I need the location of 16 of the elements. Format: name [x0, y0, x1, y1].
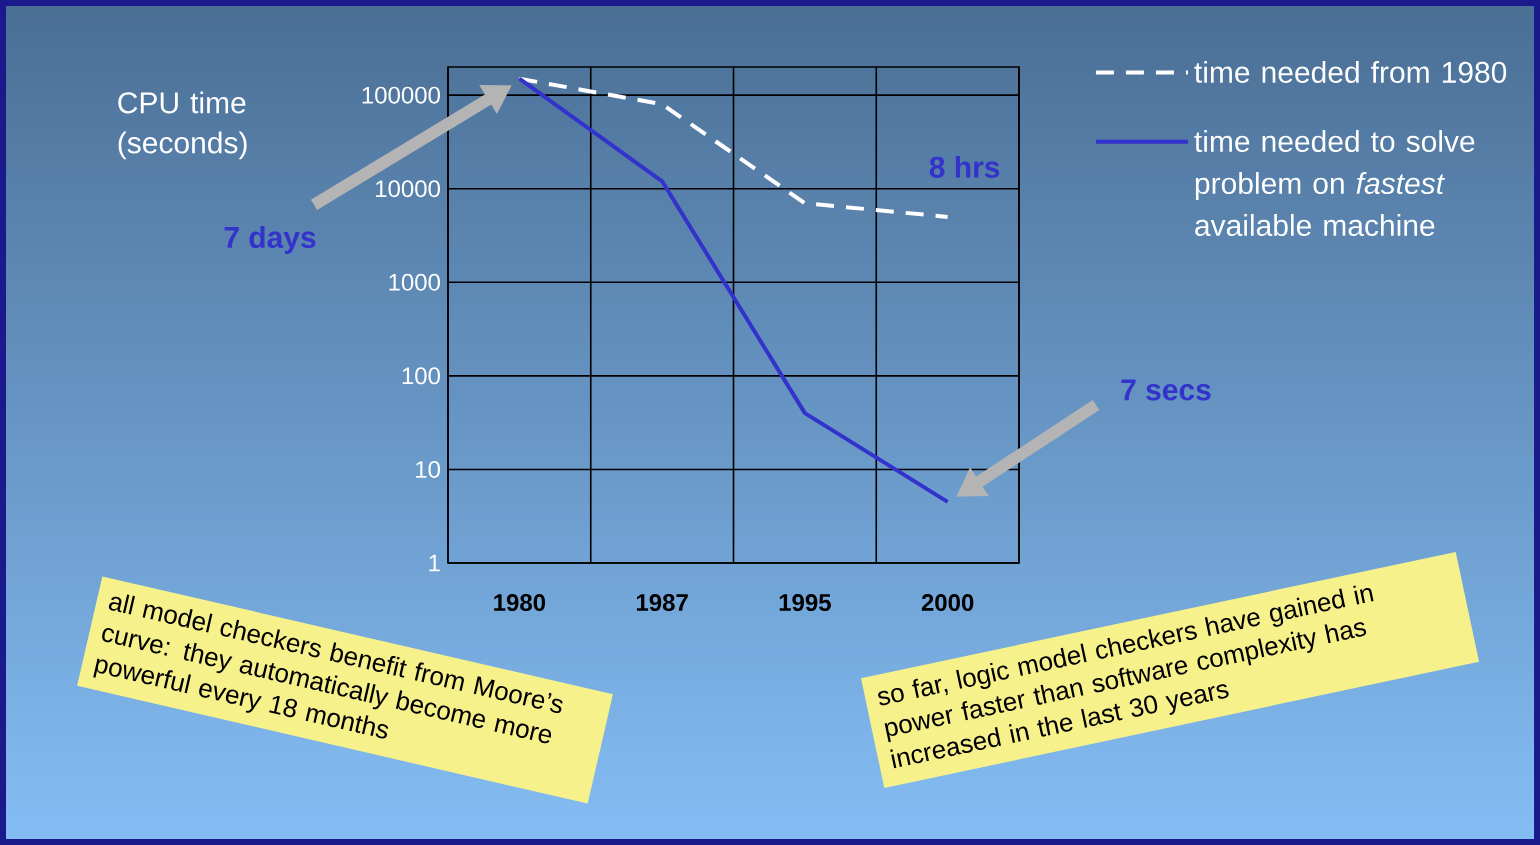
annotation: 8 hrs	[929, 155, 1000, 178]
legend-label: time needed to solve problem on fastest available machine	[1194, 130, 1475, 237]
y-tick-label: 1	[429, 554, 440, 572]
x-tick-label: 1980	[494, 594, 546, 612]
x-tick-label: 1987	[636, 594, 688, 612]
y-axis-title: CPU time (seconds)	[118, 91, 247, 160]
y-tick-label: 10	[416, 460, 441, 478]
x-tick-label: 2000	[921, 594, 974, 612]
y-tick-label: 100000	[362, 86, 440, 104]
y-tick-label: 10000	[376, 180, 440, 198]
y-tick-label: 1000	[389, 273, 440, 291]
legend-label: time needed from 1980	[1194, 60, 1507, 83]
text: 7 days	[224, 226, 316, 254]
x-tick-label: 1995	[779, 594, 831, 612]
y-tick-label: 100	[402, 367, 440, 385]
text: 7 secs	[1121, 379, 1211, 401]
